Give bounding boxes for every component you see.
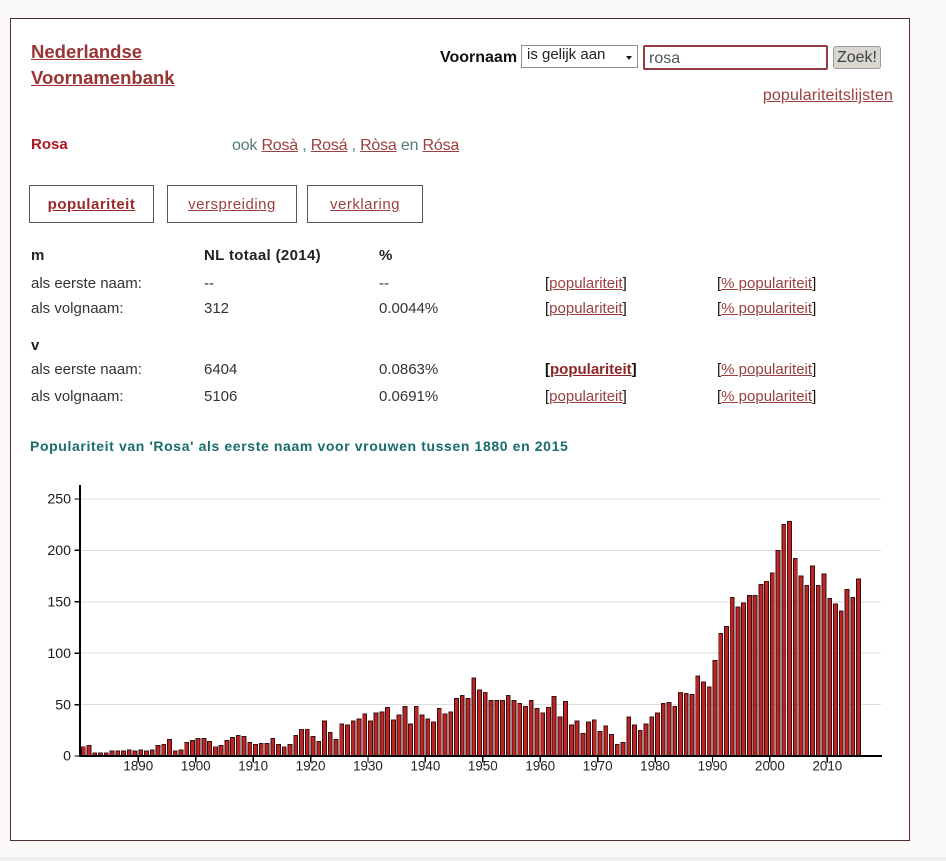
svg-text:1990: 1990 (698, 759, 728, 774)
svg-text:1900: 1900 (181, 759, 211, 774)
svg-text:100: 100 (47, 646, 71, 662)
svg-text:150: 150 (47, 595, 71, 611)
svg-text:1920: 1920 (296, 759, 326, 774)
svg-text:0: 0 (63, 749, 71, 765)
svg-text:1940: 1940 (411, 759, 441, 774)
svg-text:200: 200 (47, 543, 71, 559)
svg-text:1950: 1950 (468, 759, 498, 774)
svg-text:1980: 1980 (640, 759, 670, 774)
svg-text:1970: 1970 (583, 759, 613, 774)
svg-text:250: 250 (47, 492, 71, 508)
svg-text:50: 50 (55, 697, 71, 713)
svg-text:1930: 1930 (353, 759, 383, 774)
svg-text:1890: 1890 (123, 759, 153, 774)
svg-text:1960: 1960 (525, 759, 555, 774)
svg-text:1910: 1910 (238, 759, 268, 774)
svg-text:2000: 2000 (755, 759, 785, 774)
svg-text:2010: 2010 (812, 759, 842, 774)
